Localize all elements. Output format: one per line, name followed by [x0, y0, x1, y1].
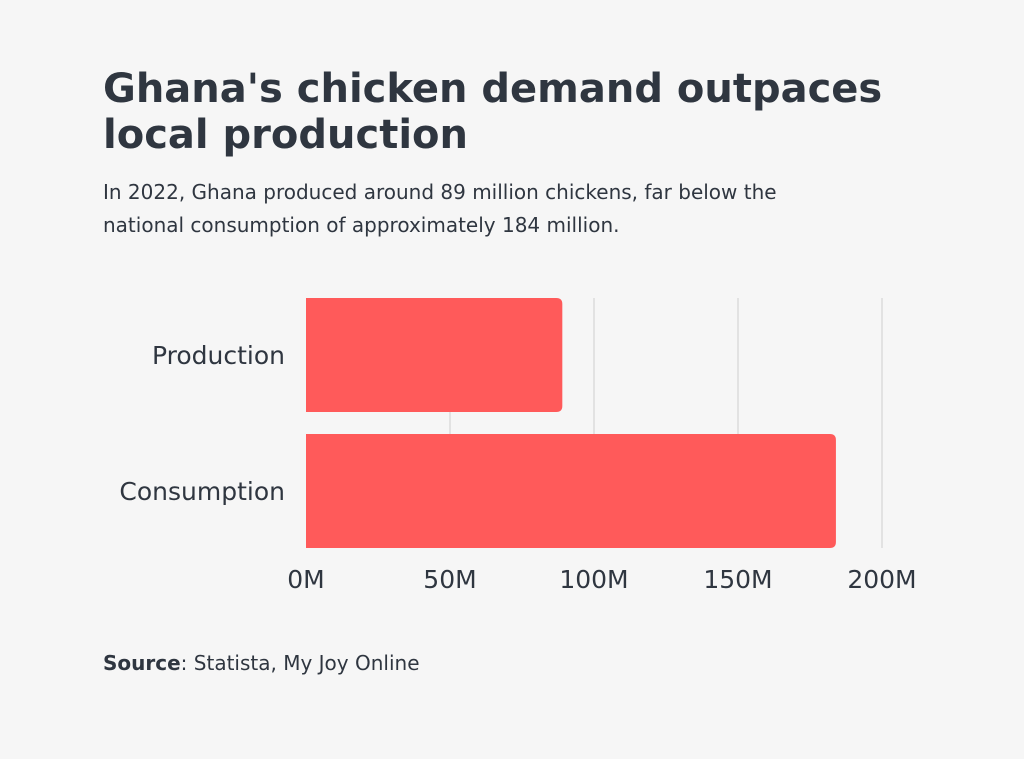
source-label: Source [103, 651, 181, 675]
category-label: Production [152, 341, 285, 370]
x-tick-label: 50M [423, 565, 476, 594]
source-note: Source: Statista, My Joy Online [103, 650, 420, 676]
bars [306, 298, 836, 548]
bar-chart: Production Consumption 0M 50M 100M 150M 200M [119, 298, 917, 594]
chart-subtitle: In 2022, Ghana produced around 89 millio… [103, 180, 777, 237]
source-separator: : [180, 651, 194, 675]
x-tick-label: 200M [847, 565, 916, 594]
source-text: Statista, My Joy Online [193, 651, 420, 675]
category-labels: Production Consumption [119, 341, 285, 506]
bar-production [306, 298, 563, 412]
chart-title: Ghana's chicken demand outpaces local pr… [103, 66, 883, 158]
category-label: Consumption [119, 477, 285, 506]
x-tick-label: 0M [287, 565, 324, 594]
x-tick-label: 100M [559, 565, 628, 594]
bar-consumption [306, 434, 836, 548]
x-axis-ticks: 0M 50M 100M 150M 200M [287, 565, 916, 594]
x-tick-label: 150M [703, 565, 772, 594]
